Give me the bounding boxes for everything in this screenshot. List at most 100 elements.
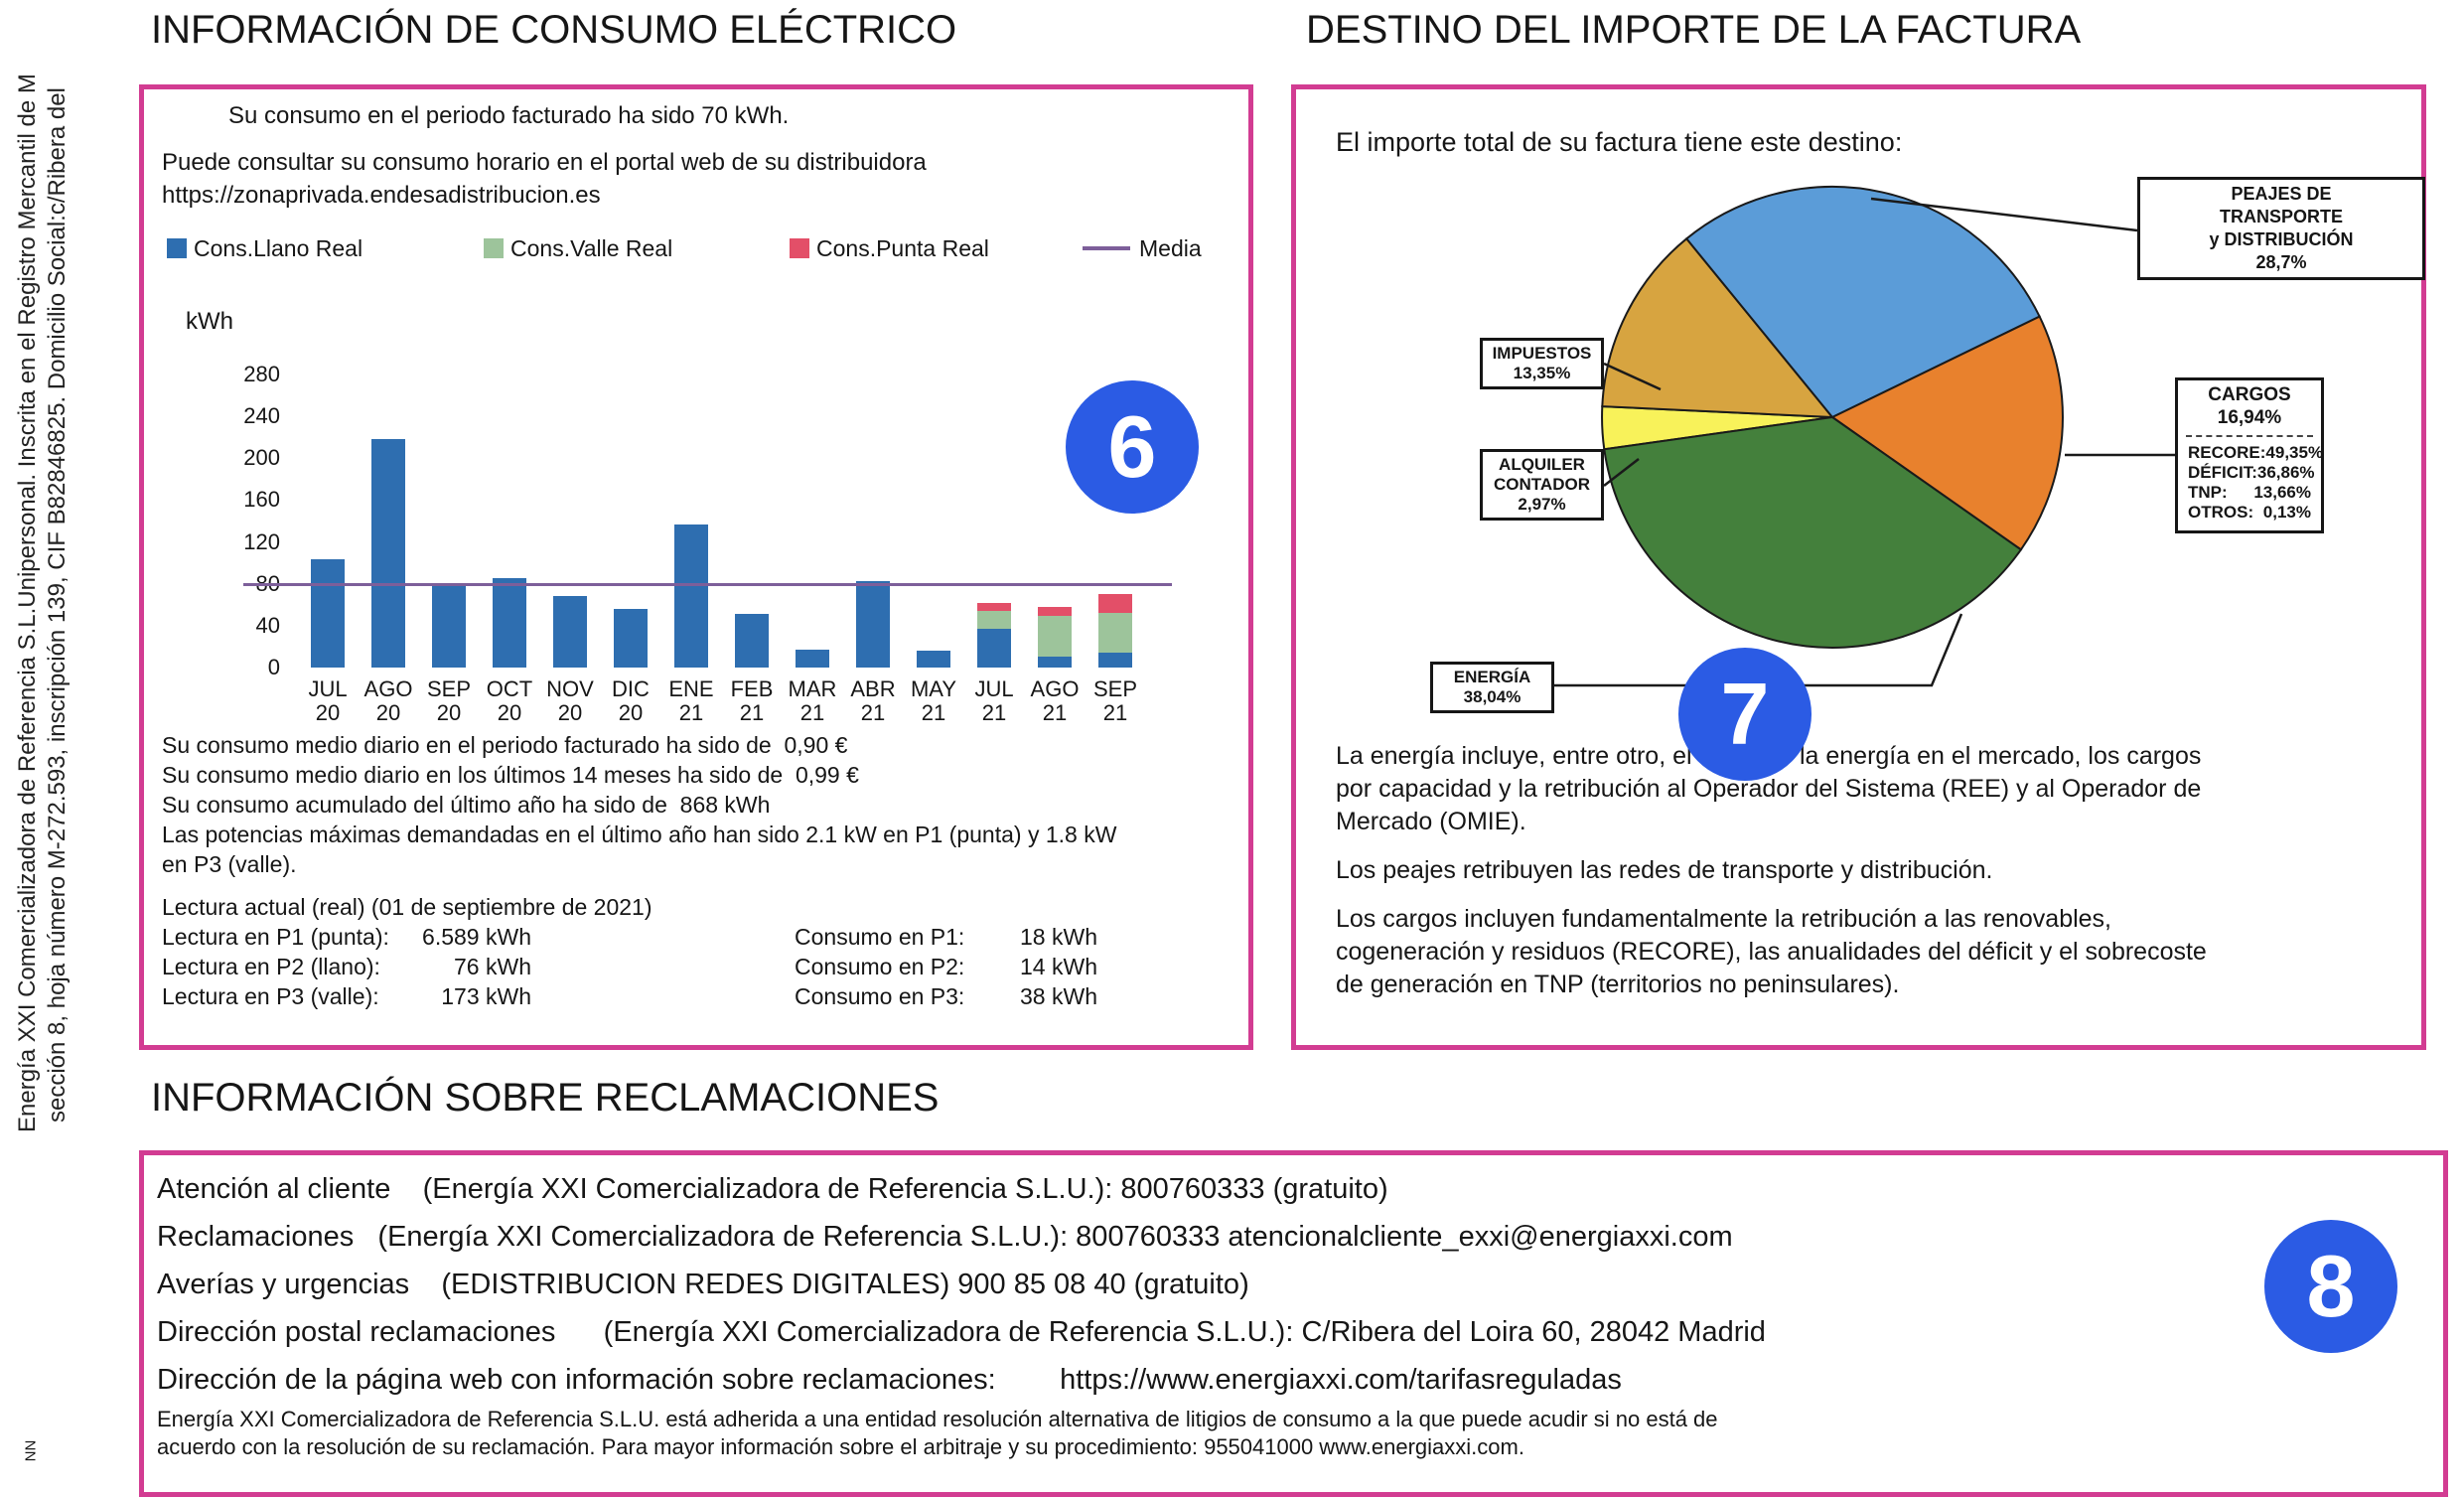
x-axis-label-line: JUL (308, 676, 348, 701)
bar-segment (917, 651, 950, 668)
bar-segment (553, 596, 587, 668)
paragraph-line: de generación en TNP (territorios no pen… (1336, 971, 1900, 998)
x-axis-label: MAR 21 (782, 677, 843, 725)
y-axis-tick: 160 (243, 487, 280, 513)
bar-segment (674, 524, 708, 668)
legend-swatch-valle (484, 238, 504, 258)
x-axis-label-line: DIC (612, 676, 650, 701)
consumo-row-p2-label: Consumo en P2: (795, 954, 965, 979)
bar-segment (1098, 613, 1132, 654)
cargos-row-value: 49,35% (2265, 443, 2324, 462)
destino-title: DESTINO DEL IMPORTE DE LA FACTURA (1306, 8, 2082, 52)
paragraph-line: cogeneración y residuos (RECORE), las an… (1336, 938, 2207, 966)
cargos-row-value: 13,66% (2253, 483, 2311, 502)
cargos-row-value: 36,86% (2256, 463, 2315, 482)
y-axis-tick: 200 (243, 445, 280, 471)
consumo-panel: Su consumo en el periodo facturado ha si… (139, 84, 1253, 1050)
bar-segment (614, 608, 648, 668)
cargos-row-label: RECORE: (2188, 443, 2266, 462)
corner-mark: NN (22, 1439, 40, 1462)
x-axis-label-line: 20 (375, 700, 401, 725)
portal-link[interactable]: https://zonaprivada.endesadistribucion.e… (162, 182, 601, 209)
bar-segment (1038, 657, 1072, 668)
consumo-notes: Su consumo medio diario en el periodo fa… (162, 730, 1116, 879)
destino-panel: El importe total de su factura tiene est… (1291, 84, 2426, 1050)
cargos-row-label: TNP: (2188, 483, 2228, 502)
x-axis-label-line: NOV (546, 676, 594, 701)
x-axis-label-line: MAR (788, 676, 837, 701)
x-axis-label-line: AGO (1030, 676, 1080, 701)
y-axis-tick: 0 (267, 655, 280, 679)
legend-swatch-llano (167, 238, 187, 258)
bar-segment (977, 602, 1011, 612)
reclamaciones-panel: Atención al cliente (Energía XXI Comerci… (139, 1150, 2448, 1497)
x-axis-label-line: OCT (486, 676, 533, 701)
x-axis-label-line: 21 (1042, 700, 1068, 725)
paragraph-line: Los peajes retribuyen las redes de trans… (1336, 856, 1993, 884)
pie-slice (1603, 415, 2023, 649)
pie-label-energia-pct: 38,04% (1463, 687, 1522, 706)
x-axis-label-line: 21 (799, 700, 825, 725)
x-axis-label: MAY 21 (903, 677, 964, 725)
consumo-note-line: Las potencias máximas demandadas en el ú… (162, 822, 1117, 847)
cargos-row-label: OTROS: (2188, 503, 2254, 522)
cargos-row-value: 0,13% (2262, 503, 2311, 522)
x-axis-label: DIC 20 (600, 677, 661, 725)
reclamaciones-row: Dirección de la página web con informaci… (157, 1364, 1622, 1396)
paragraph-line: por capacidad y la retribución al Operad… (1336, 775, 2202, 803)
pie-label-alquiler-line: ALQUILER (1499, 455, 1585, 474)
bar-segment (977, 629, 1011, 668)
lectura-row-p3-value: 173 kWh (441, 983, 531, 1009)
media-line (243, 583, 1172, 587)
reclamaciones-row: Atención al cliente (Energía XXI Comerci… (157, 1173, 1388, 1205)
divider (2186, 435, 2313, 437)
pie-slice (1684, 186, 2041, 419)
pie-label-peajes-line: y DISTRIBUCIÓN (2209, 229, 2354, 249)
y-axis-tick: 120 (243, 528, 280, 554)
x-axis-label-line: 20 (315, 700, 341, 725)
legend-swatch-punta (790, 238, 809, 258)
x-axis-label-line: FEB (730, 676, 774, 701)
x-axis-label-line: 21 (860, 700, 886, 725)
bar-segment (311, 559, 345, 668)
x-axis-label: FEB 21 (721, 677, 783, 725)
lectura-row-p2-value: 76 kWh (454, 954, 531, 979)
pie-label-peajes-line: PEAJES DE (2231, 184, 2332, 204)
destino-paragraph-cargos: Los cargos incluyen fundamentalmente la … (1336, 903, 2418, 1001)
x-axis-label-line: JUL (974, 676, 1014, 701)
y-axis-tick: 40 (255, 612, 280, 638)
bar-segment (493, 578, 526, 668)
consumo-note-line: Su consumo medio diario en el periodo fa… (162, 732, 848, 758)
consumption-chart: Su consumo en el periodo facturado ha si… (144, 89, 1248, 1045)
destino-paragraph-peajes: Los peajes retribuyen las redes de trans… (1336, 854, 2418, 887)
x-axis-label: OCT 20 (479, 677, 540, 725)
bar-segment (1098, 653, 1132, 668)
legend-swatch-media (1083, 246, 1130, 250)
pie-label-alquiler-pct: 2,97% (1518, 495, 1566, 514)
consumo-intro: Su consumo en el periodo facturado ha si… (228, 102, 790, 129)
lectura-row-p2-label: Lectura en P2 (llano): (162, 954, 380, 979)
pie-label-cargos-pct: 16,94% (2217, 407, 2282, 428)
y-axis-tick: 240 (243, 403, 280, 429)
x-axis-label: JUL 21 (963, 677, 1025, 725)
y-axis-tick: 80 (255, 570, 280, 596)
x-axis-label-line: SEP (1092, 676, 1138, 701)
registry-sidebar-line1: Energía XXI Comercializadora de Referenc… (14, 74, 41, 1132)
x-axis-label-line: 20 (497, 700, 522, 725)
bar-segment (1098, 594, 1132, 614)
consumo-note-line: en P3 (valle). (162, 851, 297, 877)
consumo-row-p3-label: Consumo en P3: (795, 983, 965, 1009)
consumo-note-line: Su consumo medio diario en los últimos 1… (162, 762, 859, 788)
paragraph-line: Mercado (OMIE). (1336, 808, 1526, 835)
x-axis-label-line: MAY (910, 676, 957, 701)
y-axis-tick: 280 (243, 361, 280, 386)
x-axis-label: AGO 20 (358, 677, 419, 725)
bar-segment (735, 614, 769, 668)
bar-segment (1038, 616, 1072, 658)
consumo-row-p1-value: 18 kWh (1020, 924, 1097, 950)
pie-label-cargos: CARGOS 16,94% RECORE: 49,35% DÉFICIT: 36,8… (2175, 377, 2324, 533)
pie-slice (1601, 236, 1835, 419)
x-axis-label-line: 20 (557, 700, 583, 725)
pie-label-energia-line: ENERGÍA (1453, 668, 1531, 686)
reclamaciones-row: Reclamaciones (Energía XXI Comercializad… (157, 1221, 1733, 1253)
